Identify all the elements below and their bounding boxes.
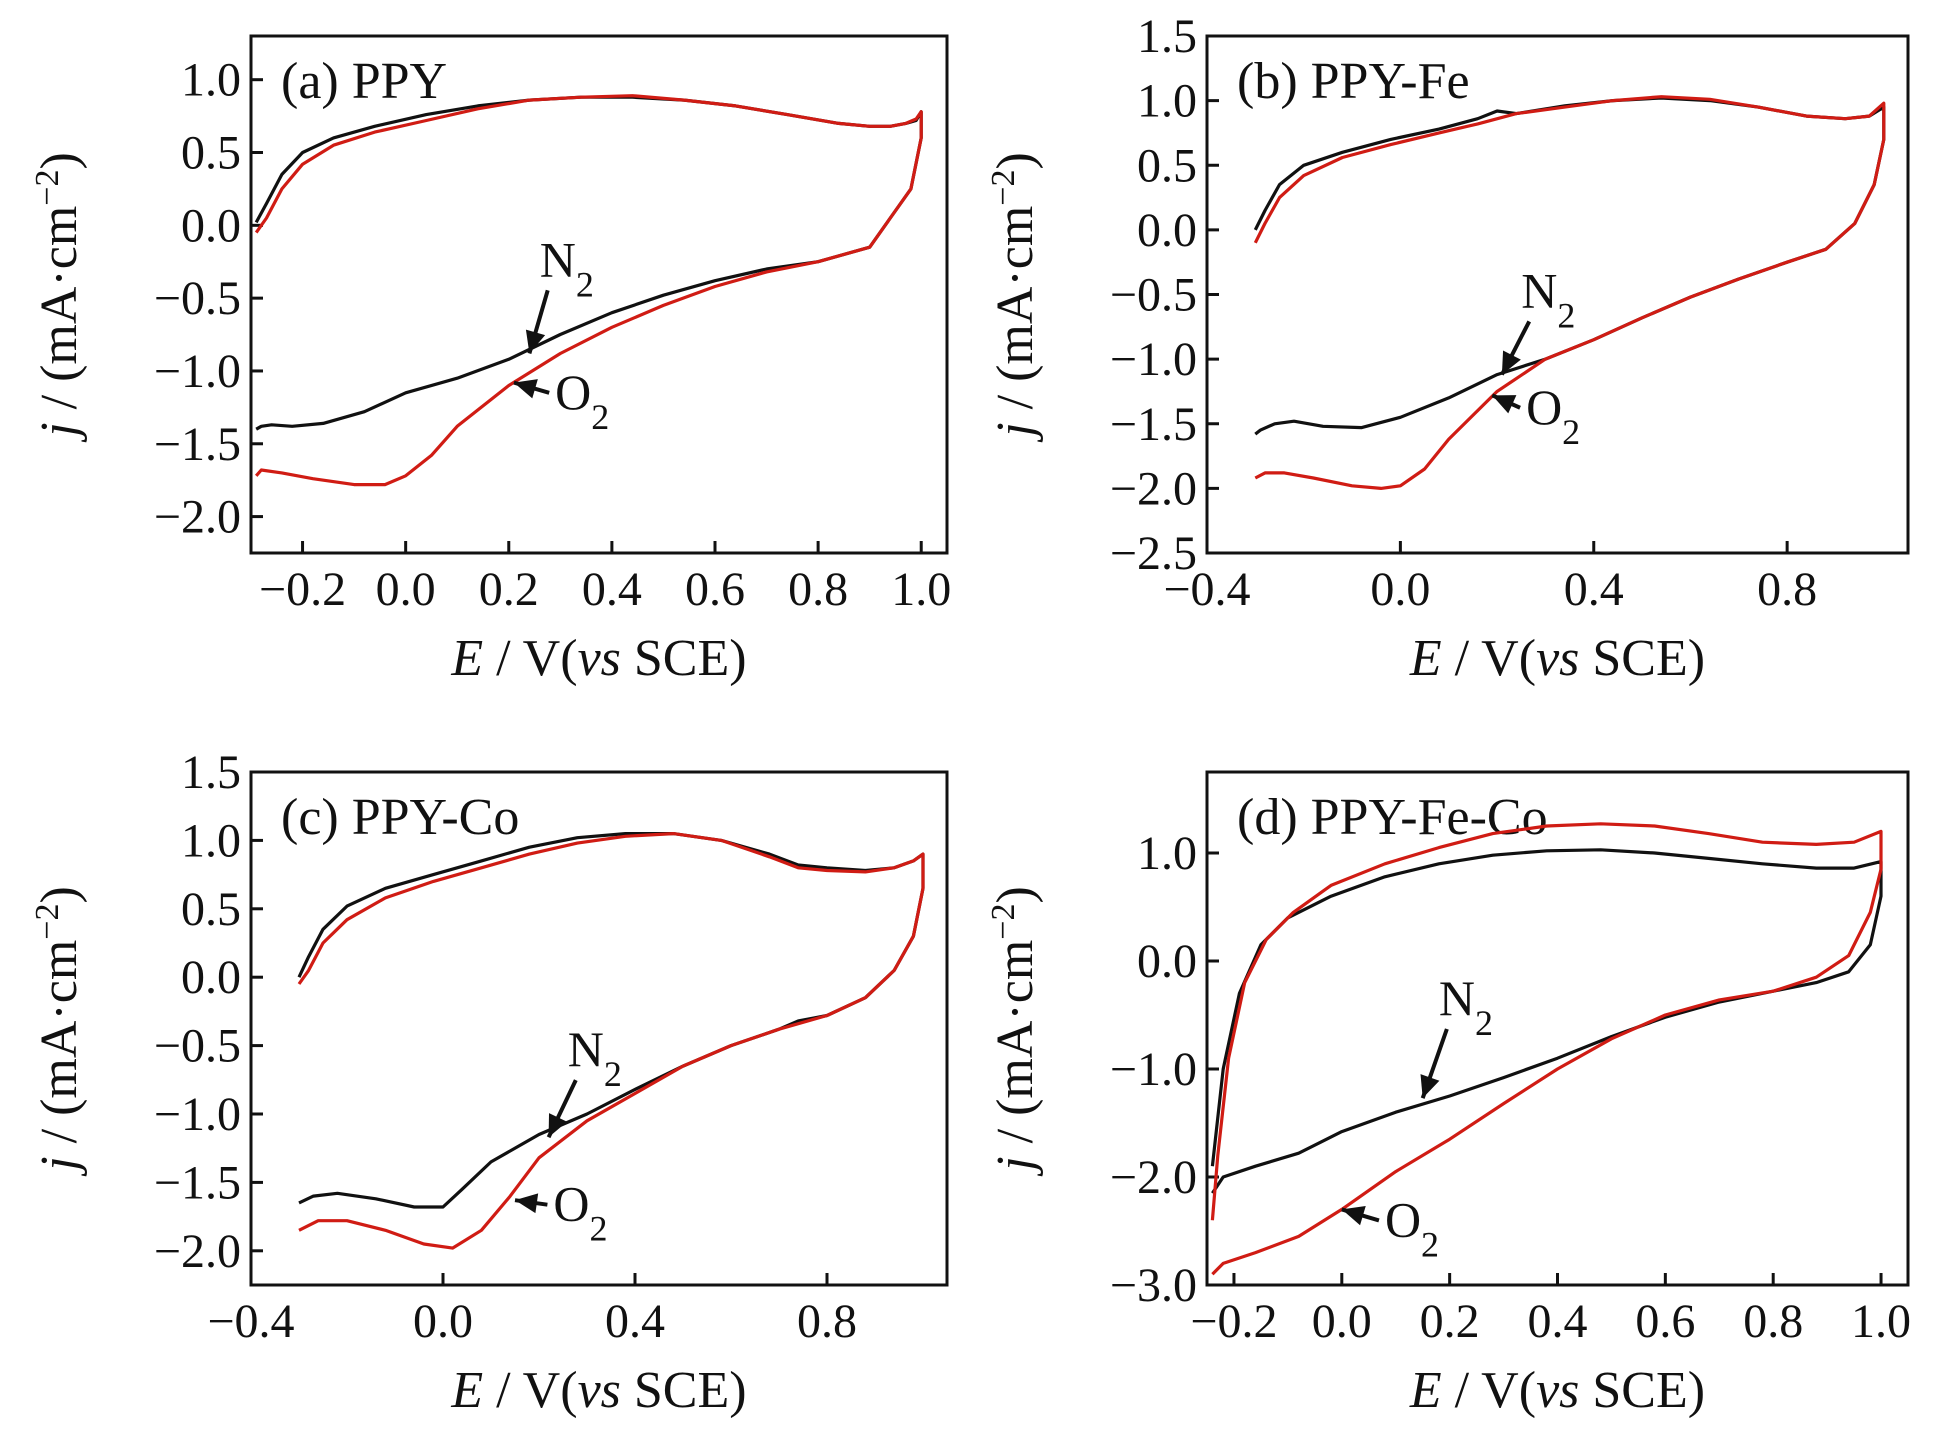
x-tick-label: 0.8 [1757, 563, 1817, 616]
x-tick-label: −0.4 [207, 1295, 294, 1348]
series-line-N2 [1253, 96, 1886, 436]
x-tick-label: 0.0 [376, 563, 436, 616]
y-tick-label: −2.0 [1110, 1151, 1197, 1204]
annotation-arrow-head [513, 379, 538, 399]
plot-frame [249, 34, 949, 555]
x-tick-label: 0.6 [1635, 1295, 1695, 1348]
series-line-O2 [1253, 95, 1886, 490]
y-tick-label: −1.0 [1110, 333, 1197, 386]
y-axis-label: j / (mA·cm−2) [985, 152, 1045, 443]
panel-label: (d) PPY-Fe-Co [1237, 789, 1548, 846]
annotation-arrow-head [525, 329, 546, 354]
y-tick-label: 1.0 [181, 54, 241, 107]
annotation-arrow-head [1492, 395, 1517, 414]
x-tick-label: 0.8 [797, 1295, 857, 1348]
x-tick-label: 0.8 [788, 563, 848, 616]
y-tick-label: −1.5 [1110, 398, 1197, 451]
x-tick-label: 0.0 [1312, 1295, 1372, 1348]
annotation-arrow-head [1501, 350, 1521, 375]
x-tick-label: 0.6 [685, 563, 745, 616]
y-tick-label: 0.5 [181, 883, 241, 936]
series-line-O2 [1210, 822, 1883, 1276]
annotation-label: N2 [540, 231, 594, 304]
y-tick-label: 1.5 [1137, 10, 1197, 63]
y-tick-label: −2.5 [1110, 527, 1197, 580]
y-tick-label: 0.0 [1137, 935, 1197, 988]
y-tick-label: 1.0 [1137, 827, 1197, 880]
annotation-arrow-head [515, 1193, 539, 1214]
annotation-label: O2 [1385, 1191, 1439, 1264]
x-tick-label: −0.4 [1163, 563, 1250, 616]
y-axis-label: j / (mA·cm−2) [985, 886, 1045, 1177]
y-tick-label: 1.0 [181, 814, 241, 867]
y-tick-label: −1.5 [154, 418, 241, 471]
annotation-label: N2 [1439, 970, 1493, 1043]
y-tick-label: 1.0 [1137, 75, 1197, 128]
x-axis-label: E / V(vs SCE) [450, 630, 746, 687]
annotation-label: N2 [568, 1021, 622, 1094]
y-tick-label: −0.5 [154, 272, 241, 325]
x-tick-label: 0.4 [582, 563, 642, 616]
panel-2: −0.4 0.0 0.4 0.8 1.5 1.0 0.5 0.0 −0.5 −1.0 −1.5 −2.… [29, 746, 949, 1419]
y-tick-label: −1.0 [1110, 1043, 1197, 1096]
y-tick-label: −0.5 [154, 1020, 241, 1073]
plot-frame [1205, 770, 1910, 1287]
x-tick-label: 0.8 [1743, 1295, 1803, 1348]
y-tick-label: −1.0 [154, 1088, 241, 1141]
x-tick-label: 1.0 [1851, 1295, 1911, 1348]
x-tick-label: −0.2 [1190, 1295, 1277, 1348]
x-tick-label: 0.0 [413, 1295, 473, 1348]
x-axis-label: E / V(vs SCE) [450, 1362, 746, 1419]
series-line-N2 [297, 831, 925, 1209]
y-tick-label: −0.5 [1110, 269, 1197, 322]
y-axis-label: j / (mA·cm−2) [29, 886, 89, 1177]
x-axis-label: E / V(vs SCE) [1409, 630, 1705, 687]
x-tick-label: 0.2 [1420, 1295, 1480, 1348]
y-tick-label: 0.0 [181, 199, 241, 252]
series-line-N2 [1210, 848, 1883, 1195]
plot-frame [249, 770, 949, 1287]
x-axis-label: E / V(vs SCE) [1409, 1362, 1705, 1419]
y-tick-label: −2.0 [154, 491, 241, 544]
y-tick-label: −3.0 [1110, 1259, 1197, 1312]
annotation-label: O2 [555, 364, 609, 437]
y-tick-label: 1.5 [181, 746, 241, 799]
annotation-label: N2 [1521, 262, 1575, 335]
annotation-arrow-head [1420, 1074, 1440, 1099]
y-tick-label: 0.5 [181, 127, 241, 180]
y-axis-label: j / (mA·cm−2) [29, 152, 89, 443]
series-line-O2 [297, 831, 925, 1250]
panel-1: −0.4 0.0 0.4 0.8 1.5 1.0 0.5 0.0 −0.5 −1.0 −1.5 −2.… [985, 10, 1910, 687]
annotation-arrow-head [1341, 1206, 1366, 1226]
y-tick-label: 0.0 [1137, 204, 1197, 257]
x-tick-label: 0.4 [1528, 1295, 1588, 1348]
y-tick-label: −1.0 [154, 345, 241, 398]
y-tick-label: −1.5 [154, 1156, 241, 1209]
annotation-arrow-head [548, 1113, 568, 1138]
x-tick-label: 1.0 [891, 563, 951, 616]
y-tick-label: −2.0 [154, 1225, 241, 1278]
x-tick-label: 0.0 [1370, 563, 1430, 616]
panel-3: −0.2 0.0 0.2 0.4 0.6 0.8 1.0 1.0 0.0 −1.0 −2.0 −3.0… [985, 770, 1911, 1419]
series-line-O2 [254, 94, 923, 487]
x-tick-label: −0.2 [259, 563, 346, 616]
y-tick-label: 0.0 [181, 951, 241, 1004]
panel-label: (a) PPY [281, 53, 447, 110]
panel-0: −0.2 0.0 0.2 0.4 0.6 0.8 1.0 1.0 0.5 0.0 −0.5 −1.0 −… [29, 34, 951, 687]
x-tick-label: 0.2 [479, 563, 539, 616]
panel-label: (c) PPY-Co [281, 789, 519, 846]
y-tick-label: −2.0 [1110, 462, 1197, 515]
annotation-label: O2 [553, 1176, 607, 1249]
annotation-label: O2 [1526, 379, 1580, 452]
panel-label: (b) PPY-Fe [1237, 53, 1470, 110]
y-tick-label: 0.5 [1137, 139, 1197, 192]
x-tick-label: 0.4 [1564, 563, 1624, 616]
x-tick-label: 0.4 [605, 1295, 665, 1348]
